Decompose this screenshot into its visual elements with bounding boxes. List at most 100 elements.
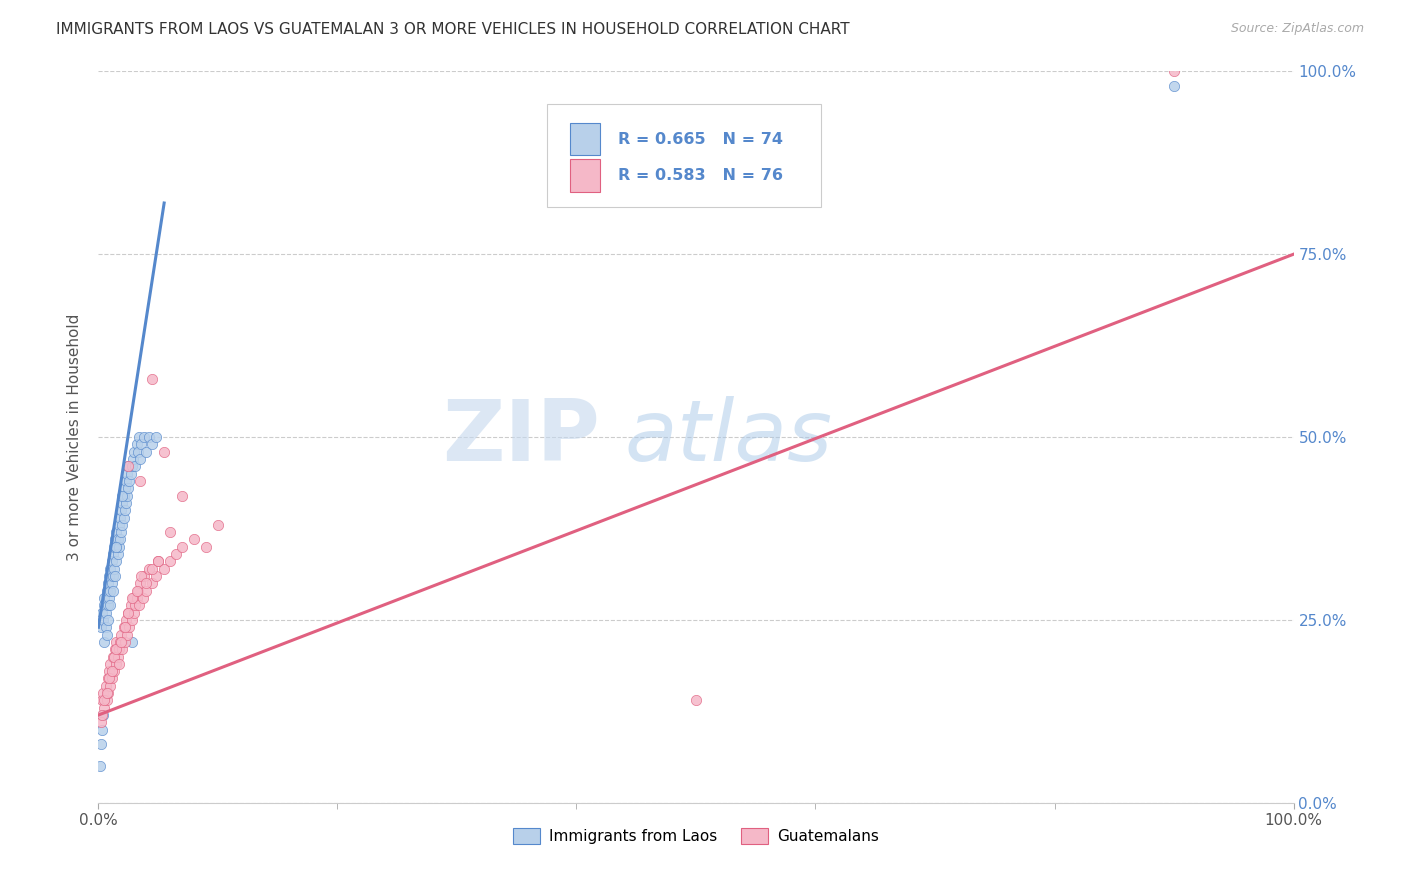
Point bbox=[135, 583, 157, 598]
Point bbox=[103, 562, 125, 576]
Point bbox=[114, 620, 136, 634]
Point bbox=[117, 606, 139, 620]
Point bbox=[207, 517, 229, 532]
Point bbox=[107, 540, 129, 554]
Point bbox=[172, 540, 194, 554]
Point bbox=[91, 686, 114, 700]
Point bbox=[98, 679, 122, 693]
Point bbox=[129, 474, 152, 488]
Point bbox=[97, 672, 120, 686]
Point bbox=[100, 664, 122, 678]
Point bbox=[141, 576, 163, 591]
Point bbox=[110, 525, 132, 540]
Point bbox=[121, 613, 143, 627]
Point bbox=[94, 606, 117, 620]
Point bbox=[114, 635, 136, 649]
Y-axis label: 3 or more Vehicles in Household: 3 or more Vehicles in Household bbox=[67, 313, 83, 561]
Point bbox=[115, 474, 138, 488]
Point bbox=[115, 489, 138, 503]
Point bbox=[108, 635, 131, 649]
Point bbox=[125, 591, 148, 605]
Point bbox=[183, 533, 205, 547]
Point bbox=[145, 430, 167, 444]
Point bbox=[1163, 78, 1185, 93]
Point bbox=[105, 642, 128, 657]
Point bbox=[103, 664, 125, 678]
Point bbox=[105, 525, 128, 540]
FancyBboxPatch shape bbox=[547, 104, 821, 207]
Point bbox=[112, 489, 135, 503]
Point bbox=[135, 444, 157, 458]
Point bbox=[104, 569, 127, 583]
Point bbox=[97, 599, 120, 613]
Point bbox=[115, 627, 138, 641]
Point bbox=[141, 371, 163, 385]
Point bbox=[128, 430, 150, 444]
Point bbox=[100, 554, 122, 568]
Point bbox=[94, 620, 117, 634]
Point bbox=[107, 517, 129, 532]
Point bbox=[118, 474, 141, 488]
Point bbox=[101, 583, 124, 598]
Point bbox=[121, 591, 143, 605]
Point bbox=[91, 606, 114, 620]
Point bbox=[98, 591, 121, 605]
Point bbox=[93, 591, 115, 605]
Point bbox=[138, 562, 160, 576]
Point bbox=[685, 693, 707, 707]
Point bbox=[118, 620, 141, 634]
FancyBboxPatch shape bbox=[571, 122, 600, 155]
Point bbox=[100, 576, 122, 591]
Point bbox=[93, 599, 115, 613]
Point bbox=[114, 503, 136, 517]
Point bbox=[104, 642, 127, 657]
Point bbox=[108, 533, 131, 547]
Point bbox=[148, 554, 170, 568]
Point bbox=[153, 562, 176, 576]
Point bbox=[91, 613, 114, 627]
Point bbox=[111, 517, 134, 532]
Point bbox=[165, 547, 187, 561]
Point bbox=[115, 467, 138, 481]
Point bbox=[105, 657, 128, 671]
Point bbox=[90, 737, 112, 751]
Point bbox=[98, 583, 122, 598]
Point bbox=[129, 576, 152, 591]
Point bbox=[107, 533, 129, 547]
Point bbox=[97, 686, 120, 700]
Point bbox=[96, 686, 118, 700]
Point bbox=[120, 599, 142, 613]
Point bbox=[107, 649, 129, 664]
Point bbox=[122, 452, 145, 467]
Point bbox=[105, 554, 128, 568]
Point bbox=[91, 708, 114, 723]
Point bbox=[132, 430, 155, 444]
Point bbox=[115, 613, 138, 627]
Point bbox=[132, 569, 155, 583]
Point bbox=[148, 554, 170, 568]
Point bbox=[107, 642, 129, 657]
Point bbox=[159, 554, 181, 568]
Point bbox=[141, 562, 163, 576]
Point bbox=[195, 540, 218, 554]
Point bbox=[111, 642, 134, 657]
Point bbox=[98, 657, 122, 671]
Point bbox=[117, 459, 139, 474]
Point bbox=[105, 540, 128, 554]
Point bbox=[124, 599, 146, 613]
Point bbox=[138, 430, 160, 444]
Point bbox=[104, 533, 127, 547]
Point bbox=[100, 672, 122, 686]
Text: atlas: atlas bbox=[624, 395, 832, 479]
Point bbox=[97, 576, 120, 591]
Text: R = 0.583   N = 76: R = 0.583 N = 76 bbox=[619, 168, 783, 183]
FancyBboxPatch shape bbox=[571, 159, 600, 192]
Point bbox=[131, 437, 153, 451]
Point bbox=[90, 715, 112, 730]
Point bbox=[122, 591, 145, 605]
Point bbox=[111, 496, 134, 510]
Point bbox=[141, 437, 163, 451]
Point bbox=[120, 467, 142, 481]
Point bbox=[117, 481, 139, 495]
Point bbox=[127, 583, 149, 598]
